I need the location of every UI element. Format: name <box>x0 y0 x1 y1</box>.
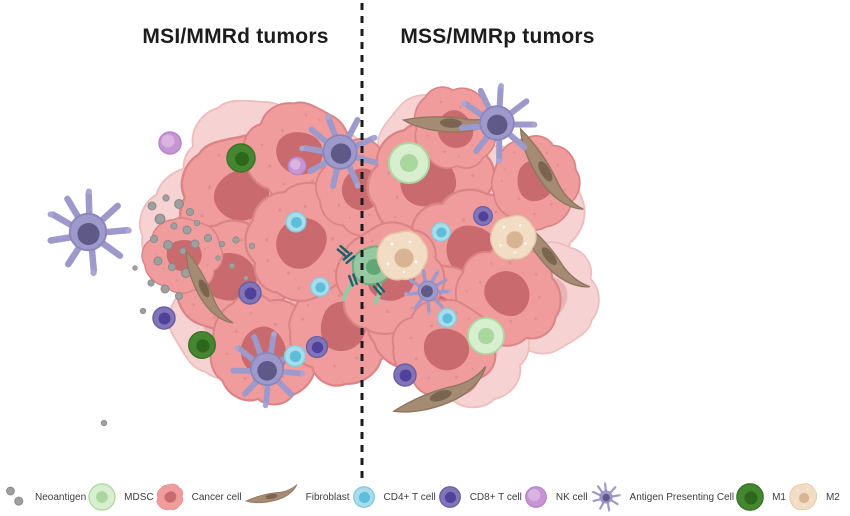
neoantigen-dot <box>232 236 240 244</box>
legend-label: M2 <box>825 491 840 503</box>
m2-macrophage <box>376 230 429 281</box>
nk-cell <box>158 131 182 155</box>
antigen-presenting-cell <box>43 185 136 279</box>
neoantigen-dot <box>218 240 226 248</box>
neoantigen-dot <box>248 242 256 250</box>
neoantigen-dot <box>185 207 195 217</box>
m2-icon <box>789 483 818 511</box>
cd4-t-cell <box>431 222 451 242</box>
neoantigen-dot <box>149 234 159 244</box>
legend-label: Cancer cell <box>191 491 242 503</box>
m1-macrophage <box>226 143 256 173</box>
neoantigen-dot <box>228 262 236 270</box>
legend-item-fibroblast: Fibroblast <box>243 482 350 512</box>
cd8-t-cell <box>305 335 329 359</box>
cd4-t-cell <box>283 344 307 368</box>
mss-title: MSS/MMRp tumors <box>400 25 595 48</box>
m1-icon <box>736 483 764 511</box>
cancer-icon <box>156 483 183 511</box>
mdsc-cell <box>388 142 430 184</box>
legend: Neoantigen MDSC Cancer cell Fibroblast CD4+ … <box>0 482 850 512</box>
m1-macrophage <box>187 330 217 360</box>
legend-label: MDSC <box>124 491 154 503</box>
cd8-t-cell <box>393 363 417 387</box>
neoantigen-dot <box>203 233 213 243</box>
neoantigen-dot <box>190 239 200 249</box>
neoantigen-dot <box>182 225 192 235</box>
m2-macrophage <box>489 214 537 261</box>
neoantigen-dot <box>167 262 177 272</box>
cd8-t-cell <box>473 206 493 226</box>
legend-label: CD4+ T cell <box>383 491 436 503</box>
cd4-t-cell <box>437 308 457 328</box>
neoantigen-dot <box>170 222 178 230</box>
neoantigen-dot <box>163 240 173 250</box>
legend-item-cd8: CD8+ T cell <box>437 482 522 512</box>
legend-item-m2: M2 <box>787 482 840 512</box>
legend-label: NK cell <box>555 491 588 503</box>
mdsc-icon <box>88 483 116 511</box>
neoantigen-dot <box>174 291 184 301</box>
legend-label: Neoantigen <box>35 491 87 503</box>
cd4-icon <box>352 486 375 508</box>
legend-item-apc: Antigen Presenting Cell <box>589 482 735 512</box>
neoantigen-dot <box>147 201 157 211</box>
cd8-t-cell <box>152 306 176 330</box>
neoantigen-dot <box>154 213 166 225</box>
msi-title: MSI/MMRd tumors <box>142 25 329 48</box>
legend-item-neoantigen: Neoantigen <box>4 482 86 512</box>
nk-cell <box>287 156 307 176</box>
neoantigen-dot <box>153 256 163 266</box>
legend-label: CD8+ T cell <box>469 491 522 503</box>
nk-icon <box>524 486 547 508</box>
neoantigen-dot <box>215 255 221 261</box>
neoantigen-dot <box>132 265 138 271</box>
neoantigen-dot <box>174 199 184 209</box>
legend-item-m1: M1 <box>735 482 786 512</box>
cd8-t-cell <box>238 281 262 305</box>
neoantigen-icon <box>6 486 24 506</box>
neoantigen-dot <box>139 307 147 315</box>
legend-item-mdsc: MDSC <box>87 482 154 512</box>
legend-item-nk: NK cell <box>523 482 588 512</box>
cd4-t-cell <box>285 211 307 233</box>
cd4-t-cell <box>310 277 330 297</box>
neoantigen-dot <box>193 219 201 227</box>
neoantigen-dot <box>100 419 108 427</box>
neoantigen-dot <box>179 247 187 255</box>
neoantigen-dot <box>243 275 249 281</box>
legend-item-cancer: Cancer cell <box>155 482 242 512</box>
legend-label: M1 <box>772 491 786 503</box>
mdsc-cell <box>467 317 505 355</box>
apc-icon <box>590 482 622 512</box>
neoantigen-dot <box>160 284 170 294</box>
legend-label: Fibroblast <box>305 491 350 503</box>
legend-label: Antigen Presenting Cell <box>629 491 735 503</box>
neoantigen-dot <box>147 279 155 287</box>
fibroblast-icon <box>245 484 298 504</box>
cd8-icon <box>438 486 461 508</box>
neoantigen-dot <box>162 194 170 202</box>
legend-item-cd4: CD4+ T cell <box>351 482 436 512</box>
